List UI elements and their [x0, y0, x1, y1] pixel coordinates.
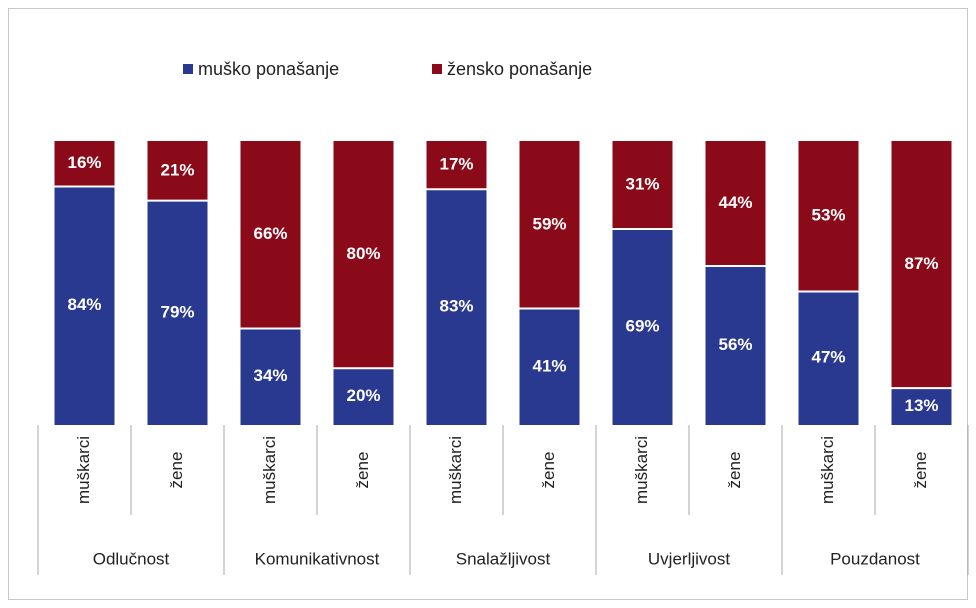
bar-segment: [798, 291, 859, 425]
group-label: Pouzdanost: [830, 549, 920, 568]
bar-segment: [333, 368, 394, 425]
bar-segment: [705, 141, 766, 266]
value-label: 80%: [346, 244, 380, 263]
bar-segment: [612, 141, 673, 230]
value-label: 69%: [625, 317, 659, 336]
value-label: 34%: [253, 366, 287, 385]
value-label: 87%: [904, 254, 938, 273]
x-tick-label: muškarci: [818, 436, 837, 504]
bar-segment: [426, 141, 487, 190]
bar-segment: [798, 141, 859, 292]
x-tick-label: muškarci: [74, 436, 93, 504]
x-tick-label: žene: [911, 452, 930, 489]
group-label: Snalažljivost: [456, 549, 551, 568]
x-tick-label: žene: [167, 452, 186, 489]
bar-segment: [147, 200, 208, 425]
x-tick-label: žene: [539, 452, 558, 489]
group-label: Odlučnost: [93, 549, 170, 568]
value-label: 17%: [439, 155, 473, 174]
value-label: 59%: [532, 214, 566, 233]
bar-segment: [891, 141, 952, 389]
value-label: 31%: [625, 175, 659, 194]
bar-segment: [612, 229, 673, 425]
value-label: 56%: [718, 335, 752, 354]
value-label: 41%: [532, 356, 566, 375]
bar-segment: [519, 308, 580, 425]
legend-label: žensko ponašanje: [447, 59, 592, 79]
x-tick-label: muškarci: [632, 436, 651, 504]
value-label: 53%: [811, 206, 845, 225]
legend-swatch: [432, 64, 442, 74]
value-label: 21%: [160, 160, 194, 179]
group-label: Komunikativnost: [255, 549, 380, 568]
bar-segment: [54, 141, 115, 187]
legend-label: muško ponašanje: [198, 59, 339, 79]
bar-segment: [519, 141, 580, 309]
x-tick-label: muškarci: [446, 436, 465, 504]
value-label: 13%: [904, 396, 938, 415]
bar-segment: [240, 328, 301, 425]
bar-segment: [705, 265, 766, 425]
value-label: 66%: [253, 224, 287, 243]
bar-segment: [240, 141, 301, 329]
value-label: 79%: [160, 302, 194, 321]
value-label: 84%: [67, 295, 101, 314]
x-tick-label: žene: [353, 452, 372, 489]
bar-segment: [54, 186, 115, 425]
value-label: 83%: [439, 297, 473, 316]
bar-segment: [891, 388, 952, 425]
value-label: 16%: [67, 153, 101, 172]
value-label: 44%: [718, 193, 752, 212]
value-label: 47%: [811, 348, 845, 367]
bar-segment: [333, 141, 394, 369]
value-label: 20%: [346, 386, 380, 405]
group-label: Uvjerljivost: [648, 549, 730, 568]
legend-swatch: [183, 64, 193, 74]
x-tick-label: žene: [725, 452, 744, 489]
bar-segment: [147, 141, 208, 201]
x-tick-label: muškarci: [260, 436, 279, 504]
bar-segment: [426, 189, 487, 425]
